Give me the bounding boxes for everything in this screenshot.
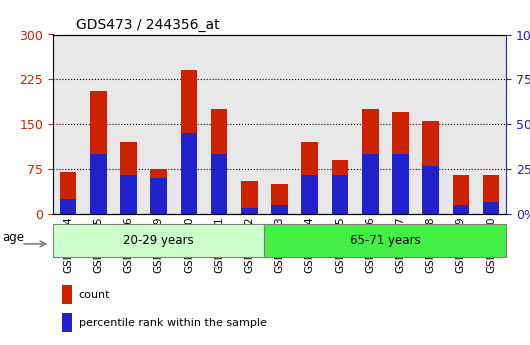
Bar (392, 112, 409, 214)
Text: count: count (78, 290, 110, 299)
Bar (483, 202, 499, 214)
Bar (264, 224, 506, 257)
Bar (90, 91, 107, 214)
Bar (271, 184, 288, 214)
Bar (241, 181, 258, 214)
Bar (181, 133, 197, 214)
Bar (151, 169, 167, 214)
Bar (302, 142, 318, 214)
Bar (60, 199, 76, 214)
Bar (453, 175, 469, 214)
Bar (62, 285, 72, 304)
Bar (211, 154, 227, 214)
Bar (53, 224, 264, 257)
Bar (332, 175, 348, 214)
Bar (362, 154, 378, 214)
Bar (120, 142, 137, 214)
Bar (422, 121, 439, 214)
Text: 65-71 years: 65-71 years (350, 234, 421, 247)
Bar (453, 205, 469, 214)
Bar (120, 175, 137, 214)
Bar (60, 172, 76, 214)
Bar (211, 109, 227, 214)
Text: GDS473 / 244356_at: GDS473 / 244356_at (76, 18, 219, 32)
Bar (151, 178, 167, 214)
Bar (90, 154, 107, 214)
Text: age: age (3, 231, 25, 244)
Text: 20-29 years: 20-29 years (123, 234, 194, 247)
Text: percentile rank within the sample: percentile rank within the sample (78, 318, 267, 327)
Bar (181, 70, 197, 214)
Bar (62, 313, 72, 332)
Bar (483, 175, 499, 214)
Bar (271, 205, 288, 214)
Bar (422, 166, 439, 214)
Bar (332, 160, 348, 214)
Bar (362, 109, 378, 214)
Bar (241, 208, 258, 214)
Bar (392, 154, 409, 214)
Bar (302, 175, 318, 214)
